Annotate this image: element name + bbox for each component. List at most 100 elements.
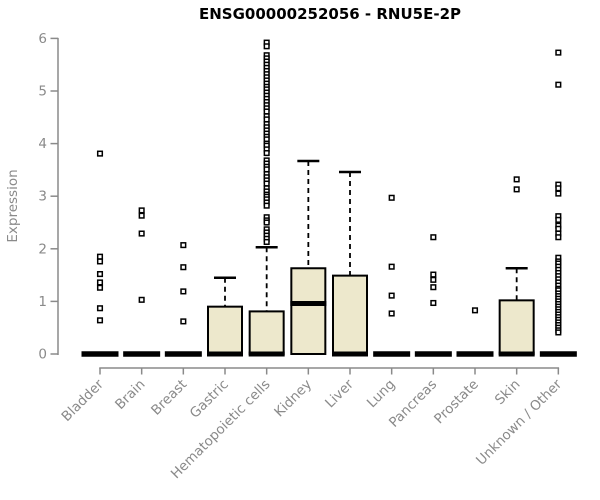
outlier-point (430, 271, 437, 278)
outlier-point (555, 185, 562, 192)
collapsed-box-bar (81, 351, 119, 357)
outlier-point (138, 212, 145, 219)
y-tick-label: 3 (38, 189, 47, 205)
box-rect (332, 274, 369, 356)
outlier-point (138, 207, 145, 214)
outlier-point (180, 318, 187, 325)
outlier-point (96, 305, 104, 312)
outlier-point (180, 242, 187, 249)
median-bar (248, 351, 285, 357)
outlier-point (513, 186, 520, 193)
box-rect (498, 299, 535, 355)
x-category-label: Kidney (271, 377, 315, 421)
x-category-label: Prostate (431, 377, 482, 428)
outlier-point (180, 288, 187, 295)
boxplot-prostate (456, 351, 494, 357)
outlier-point (263, 166, 270, 173)
outlier-point (388, 292, 395, 299)
median-bar (332, 351, 369, 357)
box-rect (248, 310, 285, 356)
y-tick-label: 1 (38, 294, 47, 310)
collapsed-box-bar (539, 351, 577, 357)
chart-title: ENSG00000252056 - RNU5E-2P (198, 5, 462, 23)
outlier-point (263, 150, 270, 157)
collapsed-box-bar (164, 351, 202, 357)
outlier-point (263, 108, 270, 115)
outlier-point (96, 270, 104, 278)
y-tick-label: 6 (38, 31, 47, 47)
outlier-point (513, 176, 520, 183)
outlier-point (430, 299, 437, 307)
outlier-point (555, 216, 562, 223)
outliers-breast (180, 242, 187, 325)
outlier-point (263, 180, 270, 187)
outliers-brain (138, 207, 145, 303)
boxplot-hematopoietic-cells (248, 245, 285, 357)
x-category-label: Bladder (59, 376, 108, 425)
x-category-label: Lung (364, 377, 399, 412)
outliers-prostate (471, 307, 479, 314)
outliers-hematopoietic-cells (263, 39, 270, 246)
collapsed-box-bar (123, 351, 161, 357)
outlier-point (263, 116, 270, 123)
outlier-point (263, 219, 270, 226)
outlier-point (96, 317, 104, 324)
boxplot-skin (498, 267, 535, 357)
outlier-point (388, 194, 395, 201)
y-tick-label: 5 (38, 84, 47, 100)
boxplot-liver (332, 170, 369, 357)
outlier-point (430, 284, 437, 291)
outlier-point (138, 230, 145, 237)
boxplot-brain (123, 351, 161, 357)
boxplot-bladder (81, 351, 119, 357)
x-category-label: Liver (322, 376, 357, 411)
y-tick-label: 4 (38, 136, 47, 152)
outliers-lung (388, 194, 395, 317)
y-tick-label: 2 (38, 241, 47, 257)
outlier-point (96, 150, 104, 157)
collapsed-box-bar (456, 351, 494, 357)
outlier-point (96, 284, 104, 291)
outlier-point (555, 225, 562, 232)
outlier-point (555, 234, 562, 241)
median-bar (207, 351, 244, 357)
outliers-skin (513, 176, 520, 193)
outlier-point (388, 310, 395, 317)
collapsed-box-bar (373, 351, 411, 357)
outlier-point (180, 264, 187, 271)
outlier-point (263, 238, 270, 246)
outlier-point (555, 329, 562, 336)
outliers-unknown-other (555, 49, 562, 336)
outlier-point (96, 279, 104, 286)
outlier-point (555, 49, 562, 56)
outlier-point (430, 234, 437, 241)
outliers-pancreas (430, 234, 437, 307)
boxplot-gastric (207, 276, 244, 357)
outlier-point (555, 190, 562, 197)
y-tick-label: 0 (38, 347, 47, 363)
outlier-point (471, 307, 479, 314)
box-rect (207, 305, 244, 356)
outlier-point (263, 202, 270, 209)
boxplot-kidney (290, 159, 327, 355)
x-category-label: Skin (492, 377, 524, 409)
box-rect (290, 267, 327, 355)
boxplot-breast (164, 351, 202, 357)
median-bar (498, 351, 535, 357)
outlier-point (430, 276, 437, 283)
median-bar (290, 301, 327, 307)
outlier-point (138, 296, 145, 303)
outlier-point (388, 263, 395, 270)
x-category-label: Brain (112, 377, 148, 413)
outlier-point (555, 81, 562, 88)
outlier-point (263, 43, 270, 50)
outliers-bladder (96, 150, 104, 324)
outlier-point (96, 258, 104, 265)
x-category-label: Breast (148, 377, 190, 419)
outlier-point (96, 253, 104, 260)
boxplot-unknown-other (539, 351, 577, 357)
boxplot-pancreas (414, 351, 452, 357)
collapsed-box-bar (414, 351, 452, 357)
